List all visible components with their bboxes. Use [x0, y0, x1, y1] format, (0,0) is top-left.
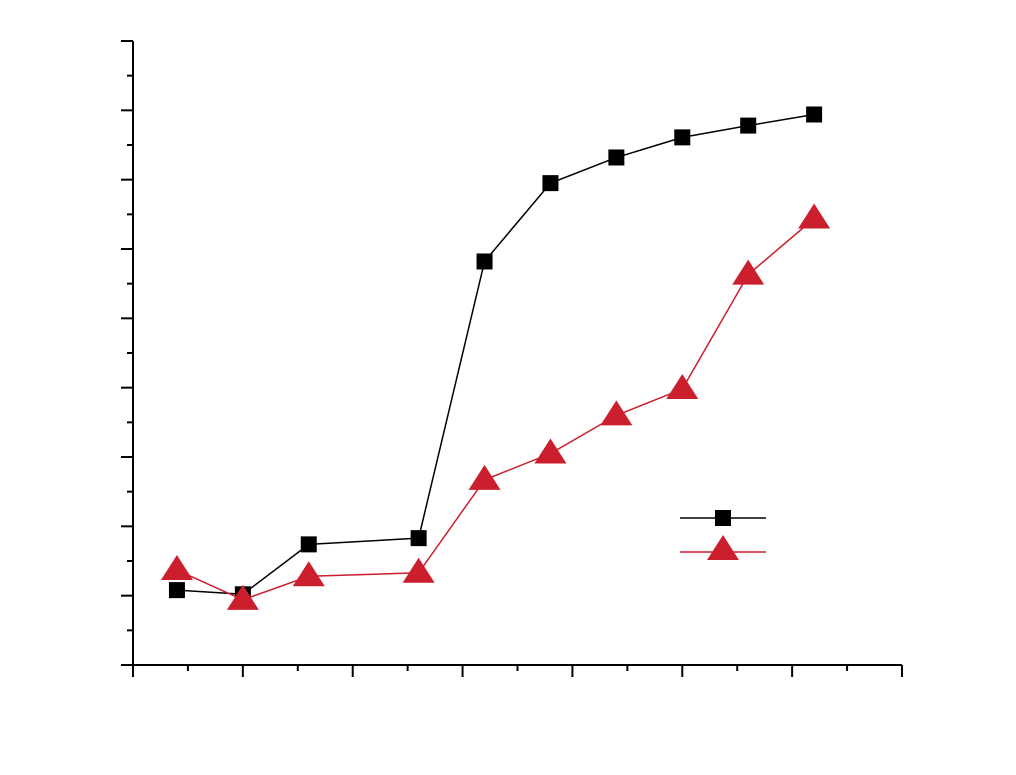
marker-triangle: [798, 203, 831, 229]
marker-square: [168, 582, 185, 599]
marker-triangle: [534, 438, 567, 464]
marker-square: [674, 129, 691, 146]
marker-triangle: [226, 584, 259, 610]
legend-marker: [707, 535, 739, 560]
marker-triangle: [292, 561, 325, 587]
marker-square: [806, 106, 823, 123]
marker-square: [410, 530, 427, 547]
marker-triangle: [732, 259, 765, 285]
marker-triangle: [600, 400, 633, 426]
legend-marker: [715, 510, 731, 526]
marker-triangle: [402, 557, 435, 583]
series-line: [176, 217, 815, 601]
marker-square: [300, 536, 317, 553]
marker-square: [740, 117, 757, 134]
legend: [680, 510, 766, 560]
marker-square: [542, 175, 559, 192]
marker-triangle: [160, 555, 193, 581]
marker-square: [476, 253, 493, 270]
series-line: [176, 113, 815, 596]
marker-triangle: [468, 464, 501, 490]
marker-square: [608, 149, 625, 166]
marker-triangle: [666, 374, 699, 400]
